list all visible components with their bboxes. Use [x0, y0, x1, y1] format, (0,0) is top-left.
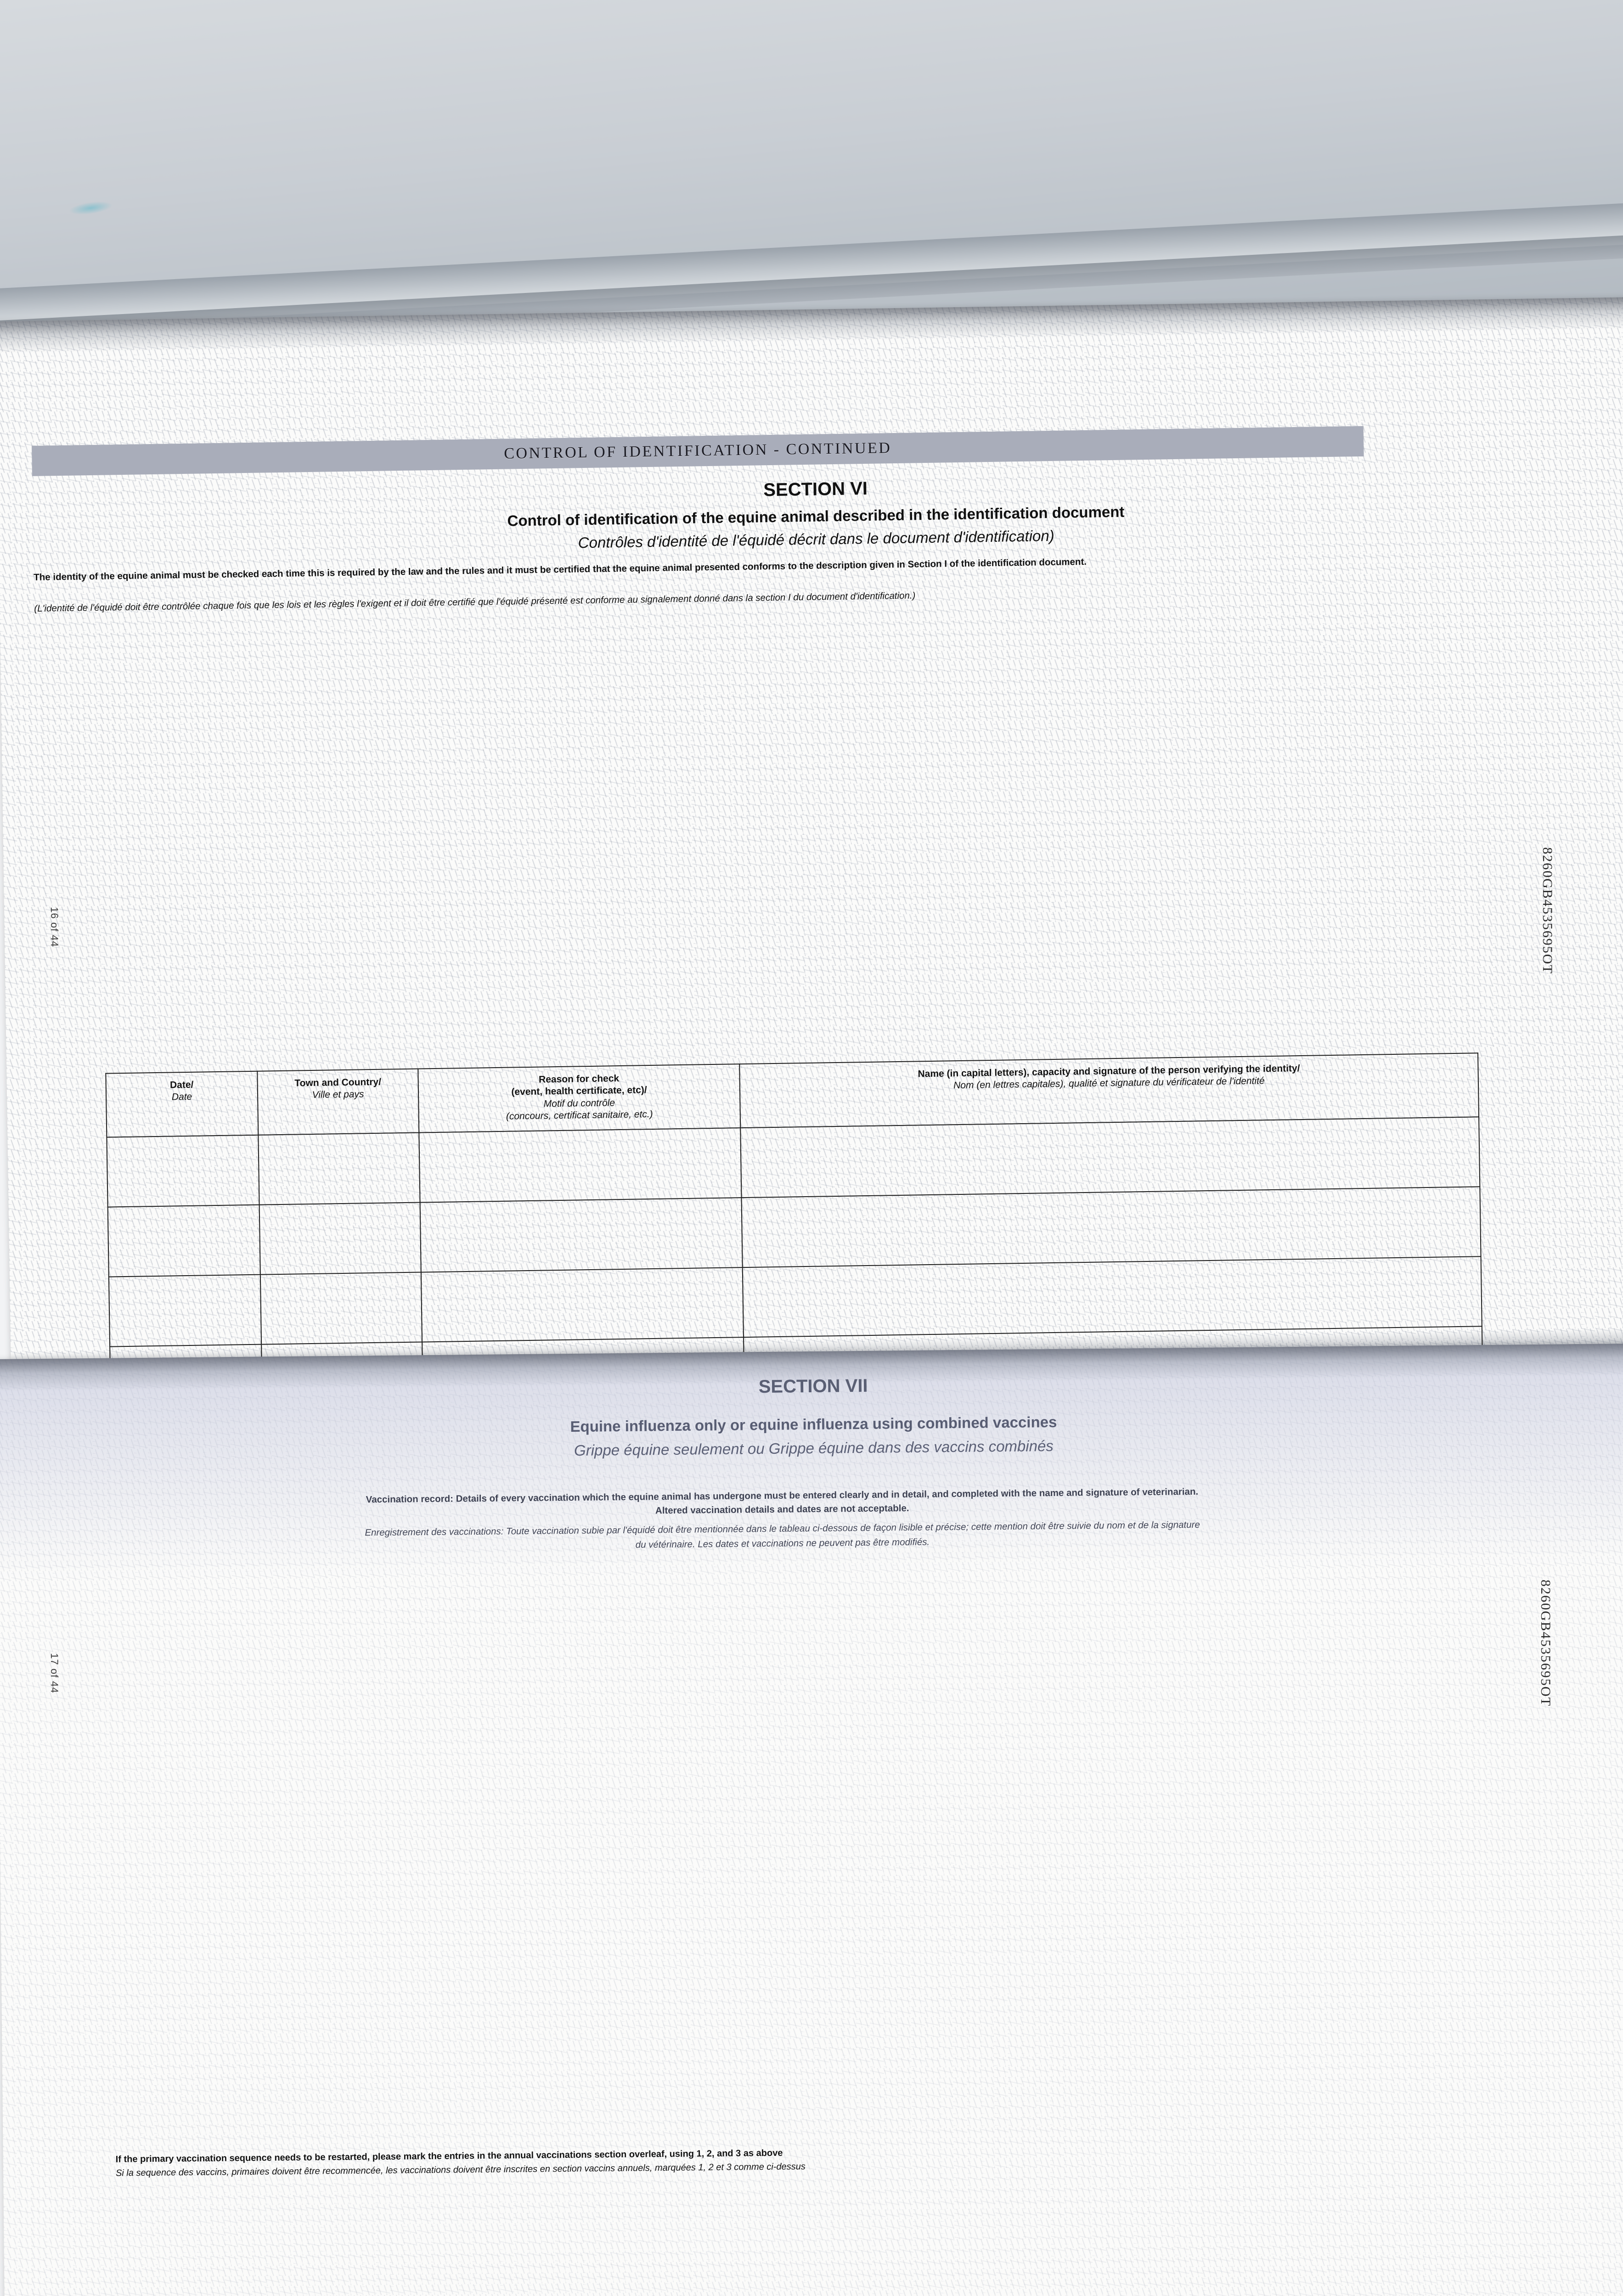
document-number-top: 8260GB4535695OT: [1540, 847, 1555, 974]
cell-reason[interactable]: [421, 1267, 744, 1342]
column-header-reason: Reason for check (event, health certific…: [418, 1064, 741, 1133]
passport-page-section-vii: SECTION VII Equine influenza only or equ…: [0, 1343, 1623, 2296]
cell-verifier[interactable]: [742, 1256, 1482, 1338]
column-header-date: Date/ Date: [106, 1071, 259, 1137]
page-number-bottom: 17 of 44: [49, 1653, 60, 1694]
cell-town-country[interactable]: [260, 1272, 423, 1345]
cell-verifier[interactable]: [741, 1187, 1481, 1268]
cell-town-country[interactable]: [259, 1202, 421, 1275]
passport-page-section-vi: CONTROL OF IDENTIFICATION - CONTINUED SE…: [0, 297, 1623, 1556]
column-header-town-country: Town and Country/ Ville et pays: [257, 1069, 419, 1135]
section-banner-label: CONTROL OF IDENTIFICATION - CONTINUED: [504, 439, 892, 462]
cell-reason[interactable]: [420, 1198, 743, 1272]
page-number-top: 16 of 44: [49, 907, 60, 947]
cell-verifier[interactable]: [740, 1117, 1480, 1198]
column-header-date-fr: Date: [171, 1092, 192, 1103]
section-vi-note-fr: (L'identité de l'équidé doit être contrô…: [34, 590, 916, 614]
document-number-bottom: 8260GB4535695OT: [1538, 1580, 1553, 1707]
cell-date[interactable]: [107, 1135, 259, 1207]
cell-date[interactable]: [108, 1274, 262, 1347]
section-banner: CONTROL OF IDENTIFICATION - CONTINUED: [32, 426, 1364, 476]
section-vii-label: SECTION VII: [758, 1375, 868, 1397]
cell-date[interactable]: [107, 1204, 260, 1277]
column-header-verifier: Name (in capital letters), capacity and …: [739, 1053, 1479, 1128]
vaccination-footnote: If the primary vaccination sequence need…: [116, 2141, 1310, 2180]
cell-town-country[interactable]: [258, 1132, 420, 1205]
column-header-town-country-fr: Ville et pays: [312, 1089, 364, 1101]
cell-reason[interactable]: [419, 1128, 742, 1203]
